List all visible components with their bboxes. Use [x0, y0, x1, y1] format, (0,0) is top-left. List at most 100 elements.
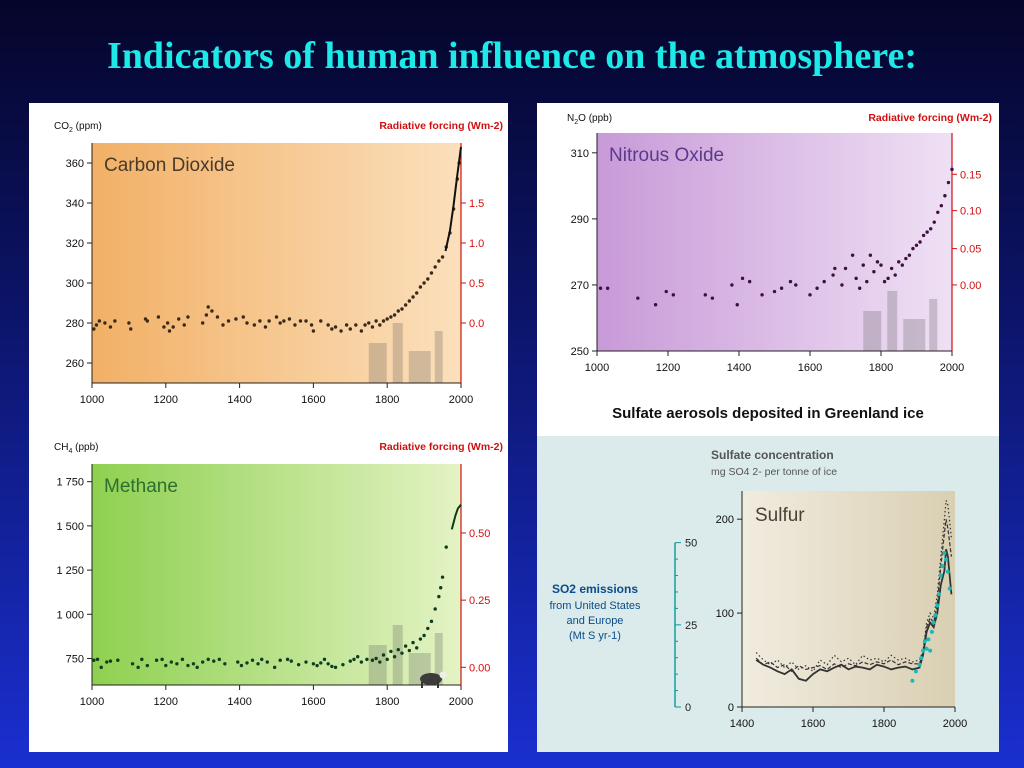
- n2o-data-point: [671, 293, 676, 297]
- co2-data-point: [429, 271, 434, 275]
- co2-data-point: [440, 255, 445, 259]
- so2-emission-point: [910, 678, 915, 683]
- n2o-x-tick-label: 1000: [585, 362, 609, 374]
- ch4-data-point: [99, 665, 103, 670]
- co2-data-point: [263, 325, 268, 329]
- ch4-data-point: [315, 663, 319, 668]
- n2o-chimney: [887, 291, 898, 351]
- n2o-data-point: [946, 180, 951, 185]
- ch4-data-point: [411, 640, 415, 645]
- sulfur-x-tick-label: 1600: [801, 718, 825, 730]
- co2-y-tick-label: 280: [66, 318, 84, 330]
- ch4-y-axis-label: CH4 (ppb): [54, 442, 98, 455]
- co2-data-point: [354, 323, 358, 327]
- ch4-data-point: [195, 665, 199, 670]
- co2-data-point: [392, 313, 397, 317]
- ch4-data-point: [322, 657, 327, 662]
- ch4-instrument-line: [450, 504, 462, 530]
- ch4-chimney: [392, 625, 403, 685]
- co2-data-point: [370, 325, 375, 329]
- cow-head: [439, 671, 447, 679]
- co2-data-point: [304, 319, 308, 323]
- co2-chimney: [392, 323, 403, 383]
- n2o-y-tick-label: 290: [571, 214, 589, 226]
- ch4-data-point: [245, 661, 249, 665]
- ch4-data-point: [378, 660, 382, 664]
- co2-y-axis-label: CO2 (ppm): [54, 121, 102, 134]
- co2-building: [368, 343, 387, 383]
- co2-x-tick-label: 1600: [301, 394, 325, 406]
- n2o-data-point: [911, 246, 915, 251]
- n2o-data-point: [843, 266, 848, 271]
- n2o-chart: 1000 1200 1400 1600 1800 2000 250 270 290 310 0.00…: [567, 112, 992, 374]
- n2o-data-point: [865, 279, 869, 284]
- so2-axis-tick-label: 50: [685, 538, 697, 550]
- ch4-y2-tick-label: 0.25: [469, 595, 490, 607]
- so2-emission-point: [919, 656, 924, 661]
- n2o-data-point: [882, 279, 887, 284]
- co2-data-point: [426, 277, 430, 281]
- co2-data-point: [311, 329, 316, 333]
- co2-data-point: [245, 321, 249, 325]
- n2o-y-tick-label: 270: [571, 280, 589, 292]
- n2o-data-point: [929, 227, 933, 231]
- ch4-data-point: [341, 662, 345, 667]
- sulfate-concentration-label: Sulfate concentration: [711, 448, 834, 462]
- cow-icon: [420, 671, 447, 688]
- so2-emission-point: [935, 603, 940, 608]
- co2-data-point: [186, 315, 190, 319]
- ch4-data-point: [400, 651, 404, 655]
- ch4-data-point: [319, 661, 323, 665]
- co2-data-point: [145, 319, 150, 323]
- co2-data-point: [204, 313, 209, 317]
- ch4-data-point: [396, 647, 400, 652]
- sulfur-y-tick-label: 100: [716, 608, 734, 620]
- n2o-data-point: [808, 293, 812, 297]
- ch4-data-point: [108, 659, 113, 663]
- ch4-data-point: [348, 659, 352, 663]
- n2o-data-point: [854, 276, 858, 281]
- ch4-data-point: [330, 664, 334, 669]
- n2o-data-point: [815, 286, 819, 290]
- co2-data-point: [167, 329, 172, 333]
- ch4-data-point: [392, 655, 397, 659]
- n2o-data-point: [831, 273, 835, 277]
- so2-axis-tick-label: 0: [685, 702, 691, 714]
- n2o-data-point: [939, 203, 944, 208]
- sulfur-x-tick-label: 1400: [730, 718, 754, 730]
- ch4-y2-axis-label: Radiative forcing (Wm-2): [379, 441, 503, 453]
- ch4-data-point: [140, 657, 144, 662]
- co2-x-tick-label: 1000: [80, 394, 104, 406]
- n2o-data-point: [840, 283, 844, 287]
- co2-x-tick-label: 1200: [154, 394, 178, 406]
- co2-plot-bg: [92, 143, 461, 383]
- ch4-data-point: [370, 658, 375, 662]
- co2-y2-tick-label: 1.0: [469, 238, 484, 250]
- right-panel: 1000 1200 1400 1600 1800 2000 250 270 290 310 0.00…: [537, 103, 999, 752]
- n2o-y2-tick-label: 0.10: [960, 206, 981, 218]
- sulfur-series-line-solid: [755, 548, 953, 682]
- n2o-data-point: [788, 279, 793, 284]
- sulfate-section-band: [537, 390, 999, 436]
- ch4-data-point: [145, 663, 150, 668]
- ch4-data-point: [239, 663, 244, 668]
- ch4-y2-tick-label: 0.50: [469, 528, 490, 540]
- cow-body: [420, 673, 442, 685]
- co2-data-point: [293, 323, 297, 327]
- so2-emission-point: [933, 612, 938, 617]
- co2-y2-axis-label: Radiative forcing (Wm-2): [379, 120, 503, 132]
- co2-data-point: [92, 327, 96, 331]
- n2o-chimney: [929, 299, 938, 351]
- sulfur-y-tick-label: 200: [716, 514, 734, 526]
- co2-x-tick-label: 1800: [375, 394, 399, 406]
- co2-data-point: [319, 319, 323, 323]
- ch4-plot-bg: [92, 464, 461, 685]
- co2-data-point: [437, 259, 441, 263]
- n2o-data-point: [822, 279, 826, 284]
- n2o-y-tick-label: 250: [571, 346, 589, 358]
- n2o-y2-tick-label: 0.15: [960, 169, 981, 181]
- ch4-data-point: [415, 646, 419, 650]
- ch4-data-point: [444, 545, 448, 549]
- ch4-data-point: [116, 658, 120, 662]
- ch4-data-point: [130, 662, 135, 666]
